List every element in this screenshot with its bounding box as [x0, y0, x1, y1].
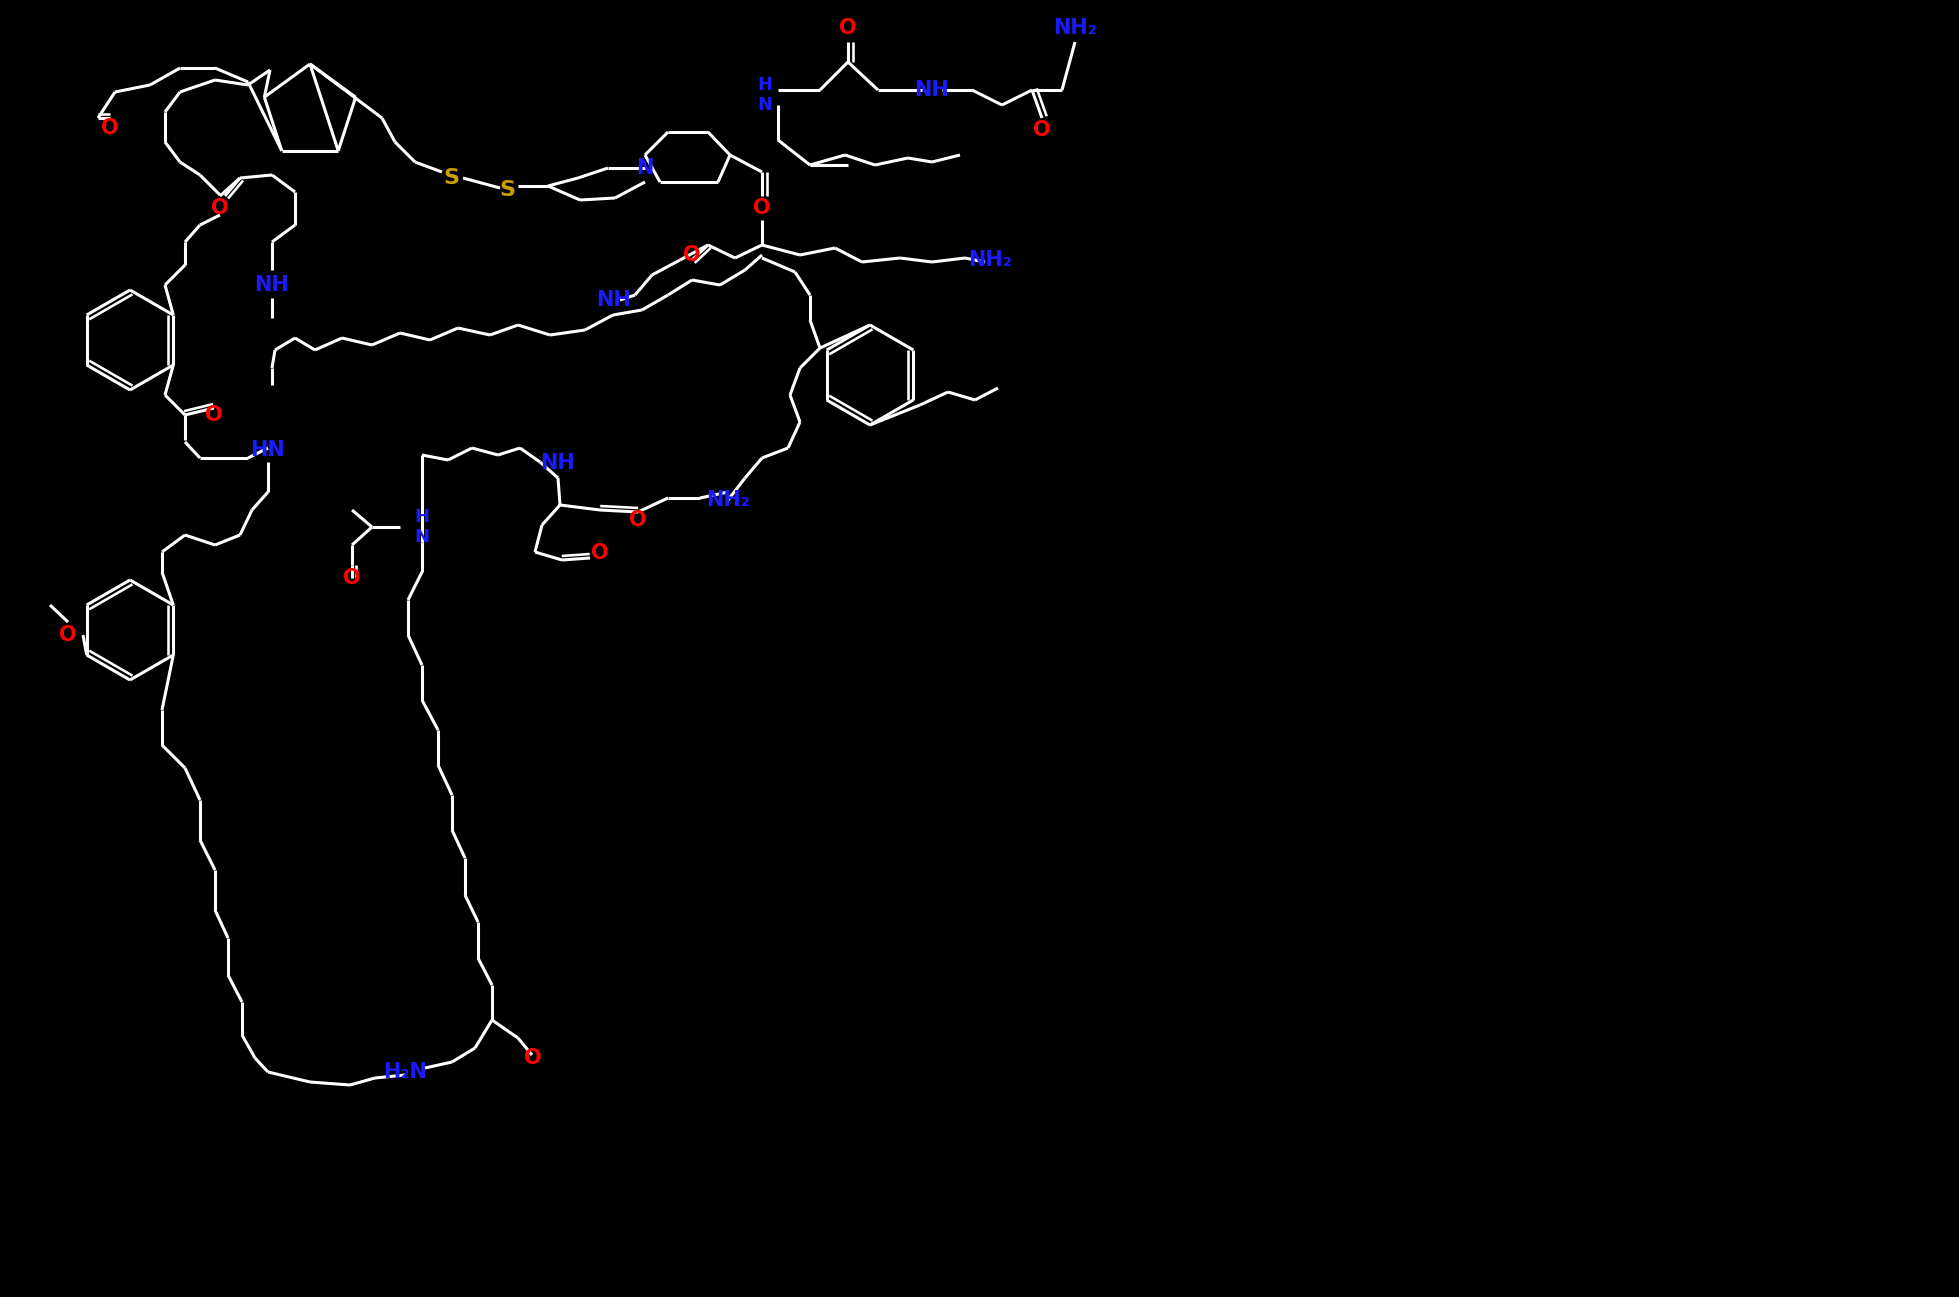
Text: NH₂: NH₂ — [968, 250, 1013, 270]
Text: NH₂: NH₂ — [1054, 18, 1097, 38]
Text: O: O — [102, 118, 119, 137]
Text: O: O — [206, 405, 223, 425]
Text: O: O — [684, 245, 701, 265]
Text: H
N: H N — [415, 507, 429, 546]
Text: O: O — [629, 510, 646, 530]
Text: NH: NH — [541, 453, 576, 473]
Text: NH₂: NH₂ — [705, 490, 750, 510]
Text: O: O — [212, 198, 229, 218]
Text: N: N — [637, 158, 654, 178]
Text: S: S — [443, 169, 458, 188]
Text: NH: NH — [915, 80, 950, 100]
Text: O: O — [343, 568, 360, 588]
Text: O: O — [1032, 121, 1050, 140]
Text: NH: NH — [255, 275, 290, 294]
Text: S: S — [500, 180, 515, 200]
Text: O: O — [59, 625, 76, 645]
Text: O: O — [838, 18, 856, 38]
Text: H
N: H N — [758, 75, 772, 114]
Text: HN: HN — [251, 440, 286, 460]
Text: O: O — [525, 1048, 543, 1067]
Text: NH: NH — [596, 291, 631, 310]
Text: O: O — [592, 543, 609, 563]
Text: O: O — [752, 198, 770, 218]
Text: H₂N: H₂N — [384, 1062, 427, 1082]
